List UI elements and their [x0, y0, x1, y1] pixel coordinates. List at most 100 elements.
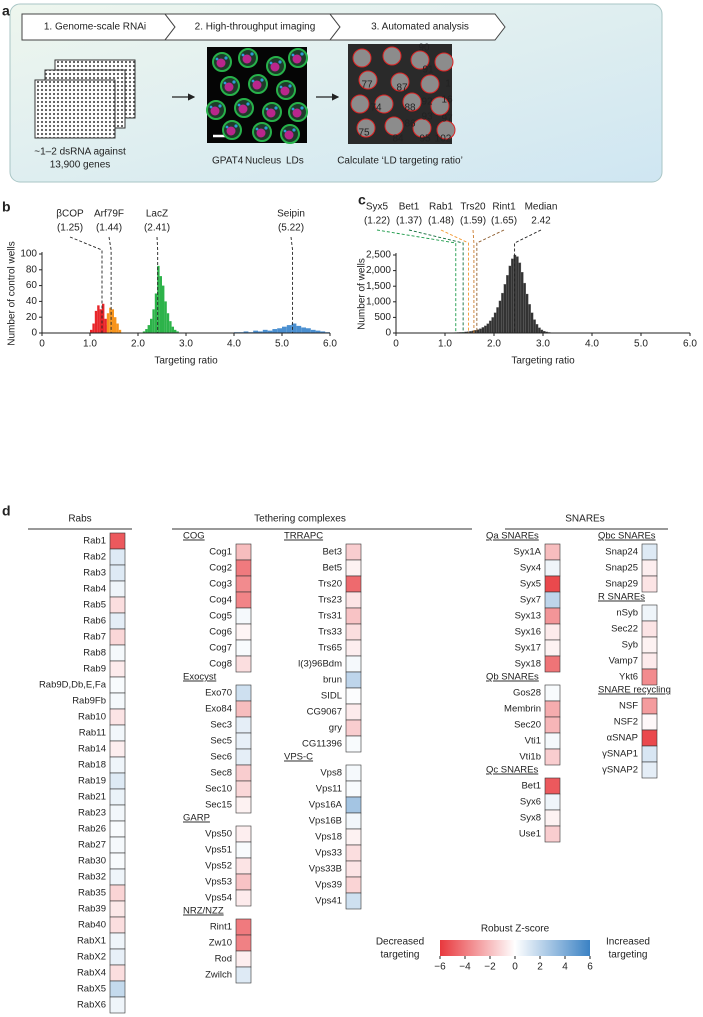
nucleus: [210, 106, 220, 116]
heatmap-cell: [641, 543, 658, 561]
segmented-cell: [430, 96, 450, 116]
heatmap-cell: [345, 828, 362, 846]
heatmap-cell: [235, 934, 252, 952]
heatmap-cell: [544, 684, 561, 702]
histogram-bar: [243, 331, 249, 333]
gene-label: Zw10: [209, 938, 232, 949]
marker-value: (1.37): [396, 216, 422, 227]
histogram-bar: [176, 331, 179, 333]
gene-label: Vps52: [205, 861, 232, 872]
histogram-bar: [501, 292, 504, 334]
gene-label: nSyb: [616, 608, 638, 619]
cell-number: 93: [421, 112, 433, 123]
heatmap-cell: [235, 543, 252, 561]
heatmap-cell: [641, 604, 658, 622]
gene-label: Snap29: [605, 579, 638, 590]
marker-line: [408, 229, 464, 333]
lipid-droplet: [278, 60, 282, 64]
nucleus: [242, 54, 252, 64]
heatmap-cell: [641, 575, 658, 593]
heatmap-cell: [109, 948, 126, 966]
lipid-droplet: [251, 79, 255, 83]
histogram-bar: [508, 265, 512, 334]
lipid-droplet: [241, 53, 245, 57]
heatmap-cell: [109, 692, 126, 710]
gene-label: NSF: [619, 701, 638, 712]
nucleus: [216, 58, 226, 68]
gene-label: Rab23: [78, 808, 106, 819]
colorbar-low-label: Decreased: [376, 937, 424, 948]
lipid-droplet: [269, 61, 273, 65]
gene-label: Vps33B: [309, 864, 342, 875]
histogram-bar: [301, 327, 306, 333]
group-title: Qc SNAREs: [486, 765, 539, 776]
gene-label: Rab6: [83, 616, 106, 627]
gene-label: Rab4: [83, 584, 106, 595]
heatmap-cell: [544, 655, 561, 673]
histogram-bar: [503, 284, 507, 334]
gene-label: Syx13: [515, 611, 541, 622]
gene-label: Rab9: [83, 664, 106, 675]
marker-value: (5.22): [278, 223, 304, 234]
heatmap-cell: [544, 607, 561, 625]
marker-name: Trs20: [460, 202, 486, 213]
marker-line: [69, 236, 103, 333]
gene-label: Rab35: [78, 888, 106, 899]
nucleus: [292, 108, 302, 118]
cell-number: 87: [396, 83, 408, 94]
segmented-cell: [350, 94, 370, 114]
heatmap-cell: [235, 796, 252, 814]
gene-label: RabX5: [77, 984, 106, 995]
heatmap-cell: [345, 623, 362, 641]
colorbar-tick-label: 4: [562, 962, 568, 973]
histogram-bar: [530, 312, 534, 334]
y-axis-label: Number of control wells: [7, 241, 18, 345]
step-label: 3. Automated analysis: [371, 22, 469, 33]
heatmap-cell: [544, 732, 561, 750]
histogram-bar: [481, 327, 485, 334]
histogram-bar: [484, 325, 487, 334]
nucleus: [284, 130, 294, 140]
heatmap-cell: [235, 655, 252, 673]
gene-label: Trs20: [318, 579, 342, 590]
gene-label: Rab18: [78, 760, 106, 771]
nucleus: [224, 82, 234, 92]
colorbar-tick-label: 6: [587, 962, 593, 973]
x-tick-label: 1.0: [438, 339, 452, 350]
heatmap-cell: [235, 780, 252, 798]
section-title: Tethering complexes: [254, 514, 346, 525]
colorbar: [440, 940, 590, 956]
lipid-droplet: [237, 103, 241, 107]
step-label: 1. Genome-scale RNAi: [44, 22, 146, 33]
histogram-bar: [286, 325, 292, 333]
gene-label: Cog4: [209, 595, 232, 606]
heatmap-cell: [345, 812, 362, 830]
marker-value: (1.22): [364, 216, 390, 227]
gene-label: gry: [329, 723, 342, 734]
gene-label: RabX1: [77, 936, 106, 947]
gene-label: Vps51: [205, 845, 232, 856]
cell-number: 75: [358, 128, 370, 139]
cell-number: 97: [441, 114, 453, 125]
gene-label: Syx17: [515, 643, 541, 654]
heatmap-cell: [109, 676, 126, 694]
heatmap-cell: [109, 596, 126, 614]
gene-label: Cog2: [209, 563, 232, 574]
y-axis-label: Number of wells: [357, 258, 368, 330]
heatmap-cell: [235, 623, 252, 641]
heatmap-cell: [345, 844, 362, 862]
gene-label: Syx1A: [514, 547, 542, 558]
histogram-bar: [272, 329, 278, 333]
heatmap-cell: [235, 591, 252, 609]
heatmap-cell: [345, 591, 362, 609]
x-tick-label: 6.0: [683, 339, 697, 350]
panel-label: a: [2, 3, 10, 19]
histogram-bar: [106, 313, 110, 333]
heatmap-cell: [345, 796, 362, 814]
heatmap-cell: [544, 825, 561, 843]
lipid-droplet: [274, 106, 278, 110]
lipid-droplet: [300, 52, 304, 56]
cell-number: 1: [445, 79, 451, 90]
histogram-bar: [145, 329, 148, 333]
heatmap-cell: [345, 735, 362, 753]
